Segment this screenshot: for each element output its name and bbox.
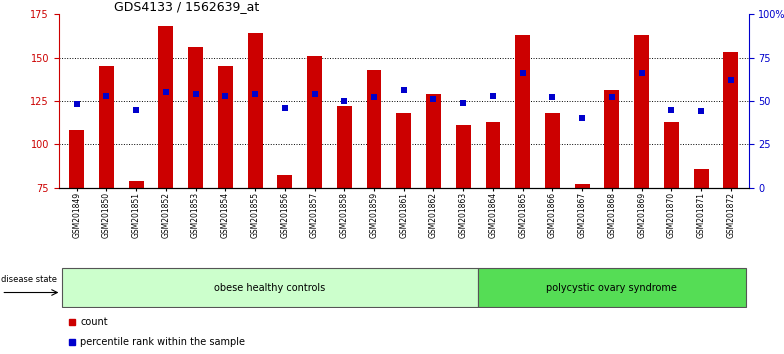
- Point: [397, 88, 410, 93]
- Bar: [604, 91, 619, 188]
- Text: obese healthy controls: obese healthy controls: [214, 282, 325, 293]
- Point: [665, 107, 677, 113]
- Point: [427, 96, 440, 102]
- Bar: [307, 56, 322, 188]
- Bar: [426, 94, 441, 188]
- Bar: [485, 122, 500, 188]
- Bar: [575, 184, 590, 188]
- Bar: [634, 35, 649, 188]
- Bar: [62, 268, 478, 307]
- Bar: [515, 35, 530, 188]
- Point: [635, 70, 648, 76]
- Point: [219, 93, 231, 98]
- Text: count: count: [81, 318, 108, 327]
- Text: disease state: disease state: [2, 275, 57, 284]
- Point: [189, 91, 201, 97]
- Point: [368, 95, 380, 100]
- Bar: [278, 176, 292, 188]
- Point: [695, 108, 707, 114]
- Bar: [218, 66, 233, 188]
- Bar: [456, 125, 470, 188]
- Point: [724, 77, 737, 83]
- Bar: [99, 66, 114, 188]
- Point: [576, 115, 589, 121]
- Point: [100, 93, 113, 98]
- Text: GDS4133 / 1562639_at: GDS4133 / 1562639_at: [114, 0, 260, 13]
- Point: [487, 93, 499, 98]
- Text: percentile rank within the sample: percentile rank within the sample: [81, 337, 245, 347]
- Bar: [158, 26, 173, 188]
- Point: [71, 102, 83, 107]
- Bar: [337, 106, 352, 188]
- Bar: [248, 33, 263, 188]
- Bar: [367, 70, 382, 188]
- Bar: [129, 181, 143, 188]
- Point: [457, 100, 470, 105]
- Bar: [664, 122, 679, 188]
- Text: polycystic ovary syndrome: polycystic ovary syndrome: [546, 282, 677, 293]
- Bar: [69, 130, 84, 188]
- Point: [517, 70, 529, 76]
- Point: [160, 89, 172, 95]
- Bar: [397, 113, 411, 188]
- Point: [546, 95, 559, 100]
- Point: [130, 107, 143, 113]
- Point: [308, 91, 321, 97]
- Bar: [188, 47, 203, 188]
- Bar: [478, 268, 746, 307]
- Point: [338, 98, 350, 104]
- Point: [606, 95, 619, 100]
- Bar: [694, 169, 709, 188]
- Bar: [724, 52, 739, 188]
- Point: [249, 91, 261, 97]
- Point: [278, 105, 291, 111]
- Bar: [545, 113, 560, 188]
